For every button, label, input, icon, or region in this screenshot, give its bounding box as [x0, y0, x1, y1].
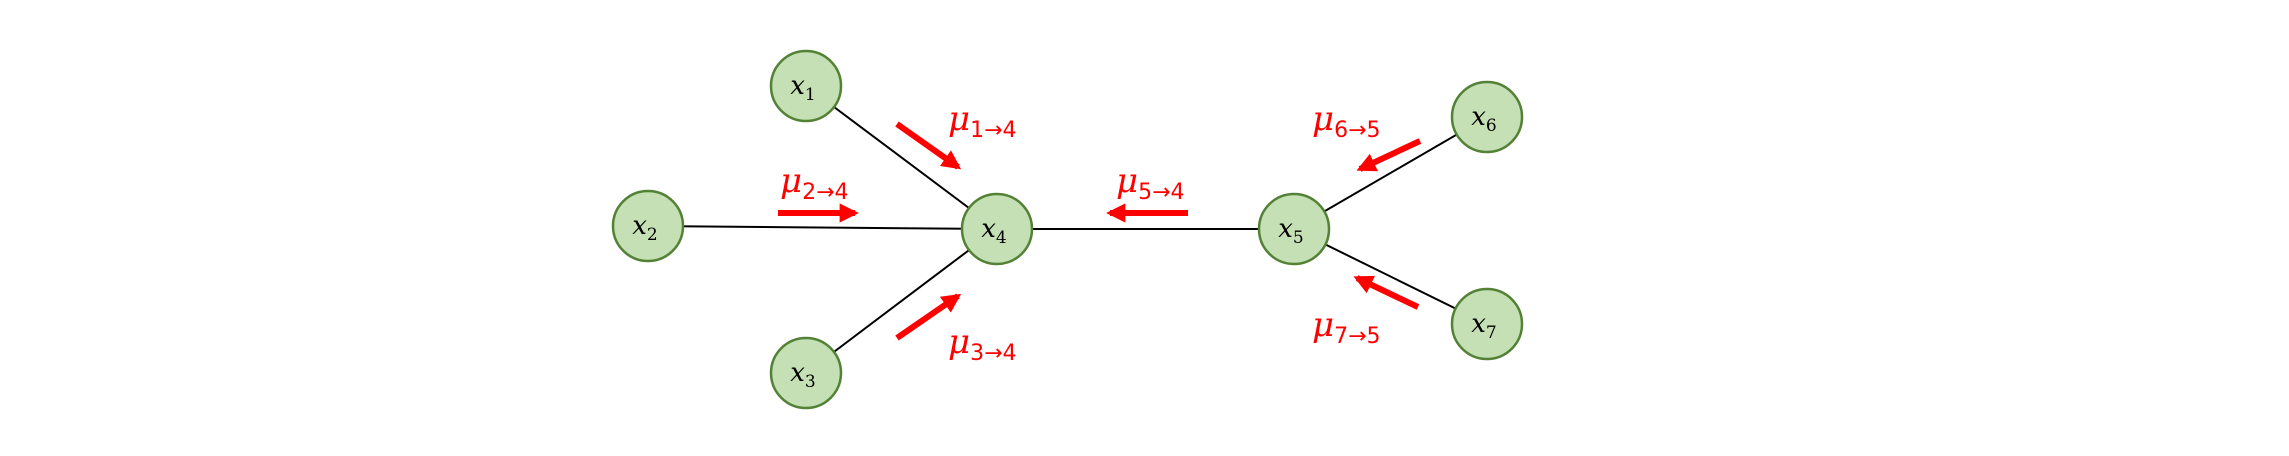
message-arrow-x7-x5 [1353, 275, 1420, 310]
node-index: 2 [647, 225, 658, 245]
node-x5: x5 [1257, 192, 1331, 266]
message-label-x2-x4: μ2→4 [780, 161, 849, 205]
node-circle-x7 [1450, 287, 1524, 361]
message-label-x1-x4: μ1→4 [948, 99, 1017, 143]
node-circle-x6 [1450, 80, 1524, 154]
node-x4: x4 [960, 192, 1034, 266]
message-symbol: μ [780, 161, 802, 201]
message-label-x5-x4: μ5→4 [1116, 161, 1185, 205]
message-subscript: 7→5 [1334, 324, 1380, 349]
message-subscript: 1→4 [970, 118, 1016, 143]
node-x1: x1 [769, 49, 843, 123]
node-symbol: x [790, 71, 805, 101]
edge-x1-x4 [805, 85, 998, 230]
node-symbol: x [981, 214, 996, 244]
message-label-x6-x5: μ6→5 [1312, 99, 1381, 143]
edge-x5-x6 [1293, 116, 1488, 230]
message-arrows [778, 121, 1422, 341]
node-symbol: x [632, 211, 647, 241]
node-index: 4 [996, 228, 1007, 248]
node-index: 3 [805, 372, 816, 392]
message-subscript: 6→5 [1334, 118, 1380, 143]
message-labels: μ1→4μ2→4μ3→4μ5→4μ6→5μ7→5 [780, 99, 1381, 366]
node-circle-x4 [960, 192, 1034, 266]
message-label-x3-x4: μ3→4 [948, 322, 1017, 366]
node-index: 5 [1293, 228, 1304, 248]
node-x3: x3 [769, 336, 843, 410]
node-label-x7: x7 [1471, 309, 1497, 343]
node-symbol: x [1471, 102, 1486, 132]
node-circle-x2 [611, 189, 685, 263]
node-circle-x1 [769, 49, 843, 123]
node-index: 6 [1486, 116, 1497, 136]
message-subscript: 5→4 [1138, 180, 1184, 205]
node-symbol: x [1278, 214, 1293, 244]
node-symbol: x [1471, 309, 1486, 339]
message-label-x7-x5: μ7→5 [1312, 305, 1381, 349]
node-label-x6: x6 [1471, 102, 1497, 136]
node-label-x1: x1 [790, 71, 816, 105]
node-x2: x2 [611, 189, 685, 263]
node-label-x4: x4 [981, 214, 1007, 248]
edge-x3-x4 [805, 228, 998, 374]
node-index: 7 [1486, 323, 1497, 343]
node-label-x5: x5 [1278, 214, 1304, 248]
message-symbol: μ [1312, 99, 1334, 139]
node-circle-x3 [769, 336, 843, 410]
message-subscript: 3→4 [970, 341, 1016, 366]
message-symbol: μ [1116, 161, 1138, 201]
edge-x2-x4 [647, 225, 998, 230]
message-symbol: μ [948, 322, 970, 362]
node-index: 1 [805, 85, 816, 105]
message-arrow-x1-x4 [895, 121, 962, 170]
node-x6: x6 [1450, 80, 1524, 154]
node-label-x2: x2 [632, 211, 658, 245]
message-arrow-x6-x5 [1356, 138, 1422, 172]
node-circle-x5 [1257, 192, 1331, 266]
message-symbol: μ [1312, 305, 1334, 345]
message-subscript: 2→4 [802, 180, 848, 205]
node-label-x3: x3 [790, 358, 816, 392]
message-symbol: μ [948, 99, 970, 139]
node-x7: x7 [1450, 287, 1524, 361]
message-arrow-x3-x4 [895, 293, 962, 341]
node-symbol: x [790, 358, 805, 388]
